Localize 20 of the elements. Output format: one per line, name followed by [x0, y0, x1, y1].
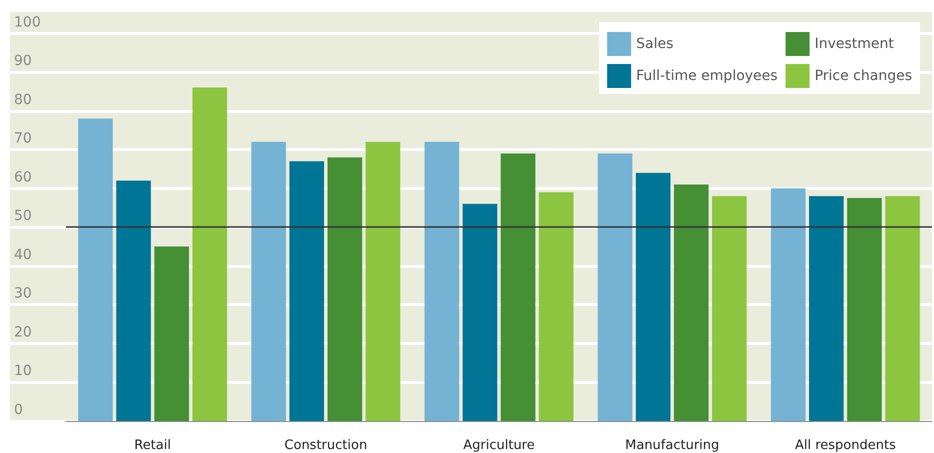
legend-label: Investment [814, 36, 894, 52]
y-tick-label: 100 [14, 14, 41, 30]
y-tick-label: 10 [14, 363, 32, 380]
legend-label: Sales [636, 36, 674, 52]
y-tick-label: 0 [14, 402, 23, 418]
y-tick-label: 30 [14, 286, 32, 302]
y-tick-label: 80 [14, 92, 32, 108]
x-tick-label: Construction [284, 438, 368, 453]
y-tick-label: 60 [14, 169, 32, 186]
x-tick-label: Agriculture [463, 438, 535, 453]
x-tick-label: All respondents [794, 438, 896, 453]
y-tick-label: 20 [14, 324, 32, 340]
legend-label: Full-time employees [636, 68, 778, 84]
y-tick-label: 50 [14, 208, 32, 224]
x-tick-label: Manufacturing [625, 438, 720, 453]
y-tick-label: 90 [14, 53, 32, 70]
x-tick-label: Retail [134, 438, 171, 453]
y-tick-label: 40 [14, 246, 32, 263]
y-tick-label: 70 [14, 130, 32, 147]
legend-label: Price changes [814, 68, 912, 84]
